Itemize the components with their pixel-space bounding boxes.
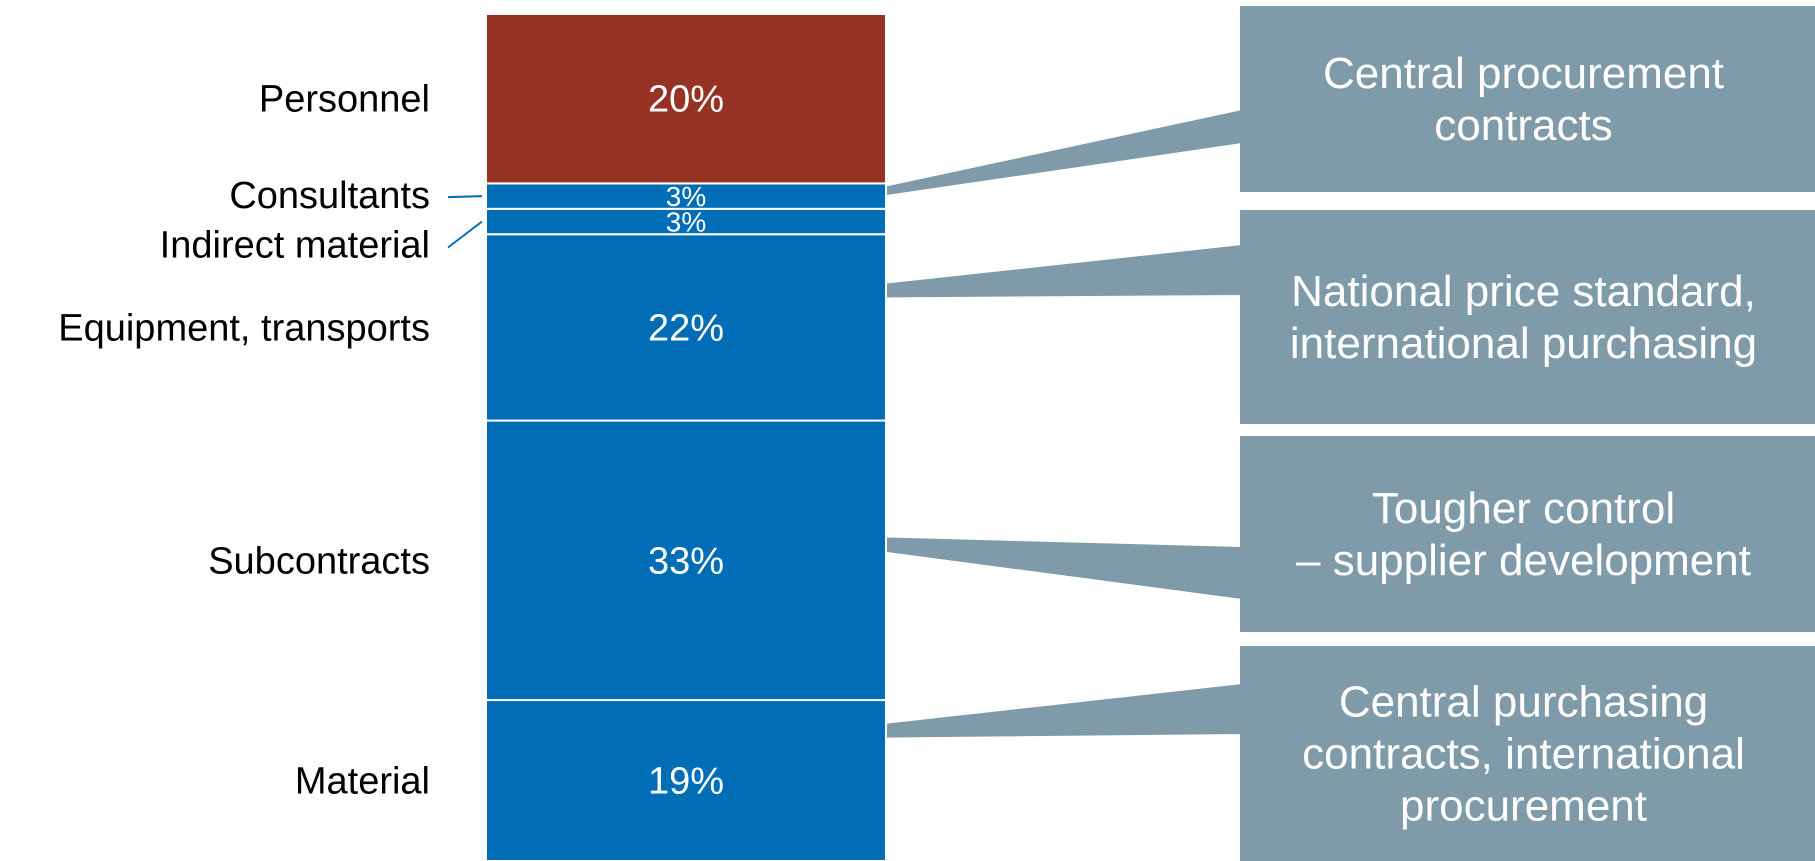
value-label-subcontracts: 33% [648, 540, 724, 582]
callout-3-box [1240, 436, 1815, 632]
callout-4-text-line-2: contracts, international [1302, 730, 1745, 779]
value-label-material: 19% [648, 761, 724, 803]
value-label-personnel: 20% [648, 79, 724, 121]
callout-3-text-line-1: Tougher control [1372, 484, 1675, 533]
callout-1-box [1240, 6, 1815, 192]
bar-segment-personnel [485, 13, 887, 185]
bar-segment-equipment-transports [485, 233, 887, 422]
callout-2-text-line-1: National price standard, [1291, 267, 1756, 316]
callout-2-box [1240, 210, 1815, 424]
category-label-personnel: Personnel [259, 79, 430, 121]
bar-segment-consultants [485, 182, 887, 210]
callout-4-box [1240, 646, 1815, 861]
bar-segments-layer: 19% 33% 22% 3%3% 20% [485, 13, 887, 861]
callout-4-text-line-3: procurement [1400, 782, 1647, 831]
value-label-indirect-material: 3% [666, 207, 706, 238]
callout-1-text-line-2: contracts [1434, 101, 1613, 150]
category-label-equipment-transports: Equipment, transports [58, 307, 430, 349]
leader-line-consultants [447, 195, 483, 199]
callout-3-text-line-2: – supplier development [1296, 536, 1751, 585]
value-label-equipment-transports: 22% [648, 307, 724, 349]
category-label-consultants: Consultants [229, 175, 430, 217]
bar-segment-subcontracts [485, 419, 887, 702]
category-label-subcontracts: Subcontracts [208, 540, 430, 582]
callout-1-text-line-1: Central procurement [1323, 49, 1724, 98]
category-labels-layer: Material Subcontracts Equipment, transport… [58, 79, 483, 803]
leader-line-indirect-material [447, 220, 483, 249]
callout-2-text-line-2: international purchasing [1290, 319, 1757, 368]
bar-segment-indirect-material [485, 207, 887, 236]
category-label-material: Material [295, 761, 430, 803]
bar-segment-material [485, 699, 887, 861]
callout-4-text-line-1: Central purchasing [1339, 678, 1708, 727]
category-label-indirect-material: Indirect material [160, 225, 430, 267]
value-label-consultants: 3% [666, 181, 706, 212]
